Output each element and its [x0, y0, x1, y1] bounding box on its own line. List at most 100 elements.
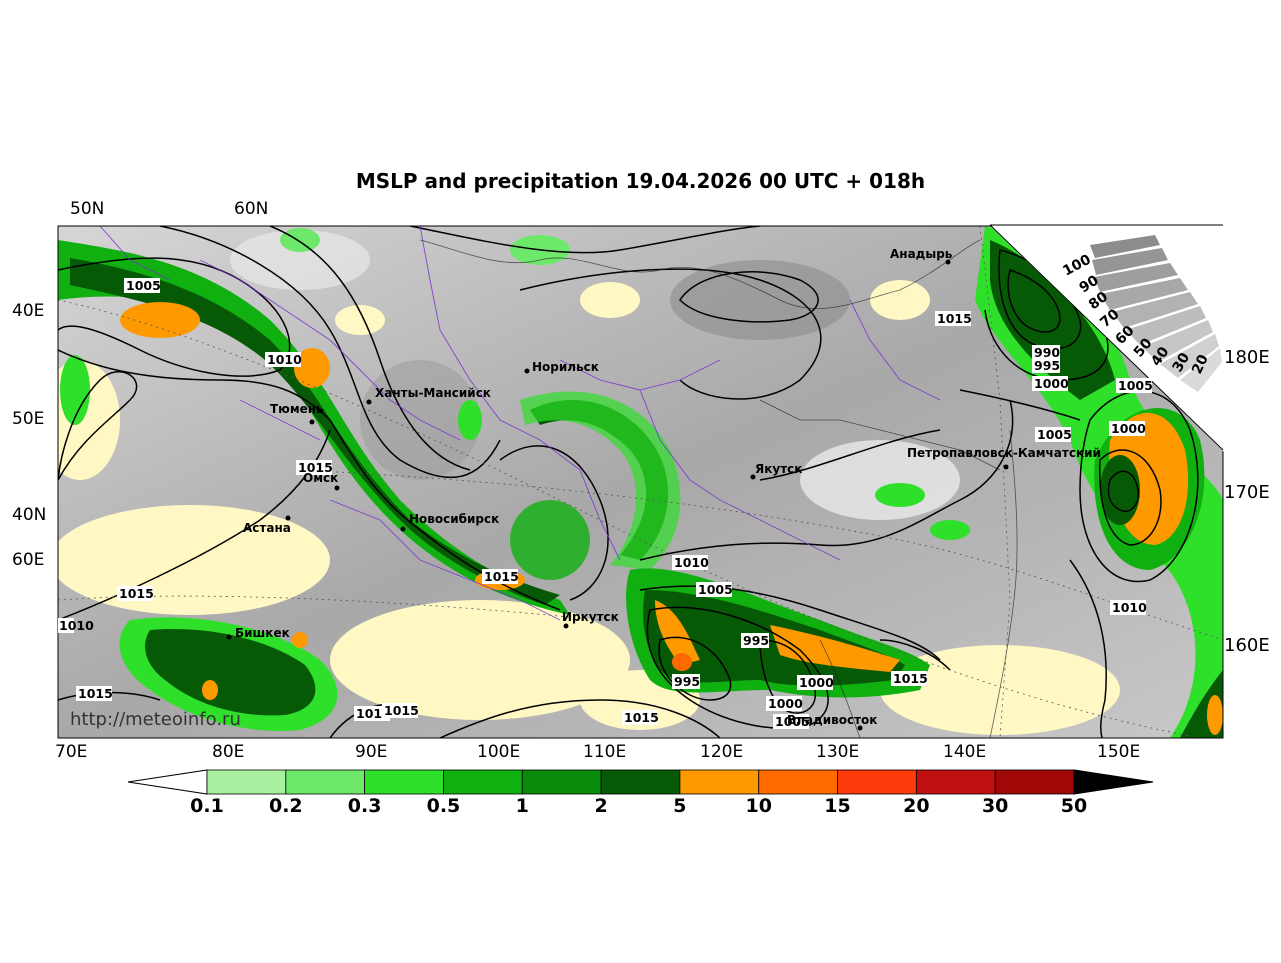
- lon-label: 140E: [943, 742, 987, 762]
- isobar-label: 1005: [775, 714, 810, 729]
- chart-title: MSLP and precipitation 19.04.2026 00 UTC…: [355, 169, 926, 193]
- city-marker: [857, 725, 863, 731]
- precip-area: [510, 500, 590, 580]
- precip-heavy: [294, 348, 330, 388]
- city-label: Анадырь: [890, 247, 953, 261]
- left-label: 50E: [12, 409, 45, 429]
- city-marker: [226, 634, 232, 640]
- right-label: 160E: [1224, 635, 1270, 656]
- svg-text:20: 20: [1189, 352, 1212, 377]
- colorbar-tick-label: 50: [1060, 795, 1088, 817]
- lon-label: 90E: [355, 742, 388, 762]
- city-marker: [366, 399, 372, 405]
- isobar-label: 1005: [698, 582, 733, 597]
- lon-label: 130E: [816, 742, 860, 762]
- isobars: [58, 226, 1199, 738]
- city-marker: [524, 368, 530, 374]
- lon-label: 120E: [700, 742, 744, 762]
- colorbar-tick-label: 0.3: [347, 795, 382, 817]
- colorbar-tick-label: 15: [824, 795, 851, 817]
- precip-heavy: [292, 632, 308, 648]
- isobar-label: 1005: [1118, 378, 1153, 393]
- precip-area: [1100, 455, 1140, 525]
- precip-area: [280, 228, 320, 252]
- credit-url: http://meteoinfo.ru: [70, 709, 241, 730]
- isobar-label: 1015: [937, 311, 972, 326]
- lon-label: 80E: [212, 742, 245, 762]
- isobar-label: 995: [1034, 358, 1060, 373]
- precip-area: [990, 240, 1115, 400]
- dry-area: [870, 280, 930, 320]
- city-marker: [309, 419, 315, 425]
- isobar-label: 990: [1034, 345, 1060, 360]
- city-marker: [750, 474, 756, 480]
- dry-area: [330, 600, 630, 720]
- precip-heavy: [1207, 695, 1223, 735]
- lon-label: 70E: [55, 742, 88, 762]
- gray-patch: [230, 230, 370, 290]
- isobar-label: 1015: [119, 586, 154, 601]
- city-label: Петропавловск-Камчатский: [907, 446, 1101, 460]
- isobar-label: 995: [674, 674, 700, 689]
- precip-area: [930, 520, 970, 540]
- dry-area: [880, 645, 1120, 735]
- isobar-label: 1015: [384, 703, 419, 718]
- dry-area: [580, 282, 640, 318]
- right-label: 170E: [1224, 482, 1270, 503]
- city-label: Ханты-Мансийск: [375, 386, 491, 400]
- isobar-labels: 1005 1010 1015 1015 1015 1010 1015 1015 …: [58, 278, 1153, 729]
- colorbar-tick-label: 0.2: [268, 795, 303, 817]
- city-label: Астана: [243, 521, 291, 535]
- isobar-label: 1015: [78, 686, 113, 701]
- frame-diagonal: [989, 224, 1224, 451]
- cities: Анадырь Норильск Ханты-Мансийск Тюмень О…: [226, 247, 1101, 731]
- precip-heavy: [120, 302, 200, 338]
- city-marker: [945, 259, 951, 265]
- city-label: Тюмень: [270, 402, 324, 416]
- precip-heavy: [672, 653, 692, 671]
- left-label: 60E: [12, 550, 45, 570]
- gridlines: [58, 226, 1223, 738]
- left-label: 40N: [12, 505, 47, 525]
- colorbar-tick-label: 5: [673, 795, 687, 817]
- left-label: 40E: [12, 301, 45, 321]
- lat-label-top: 60N: [234, 199, 269, 219]
- lon-label: 100E: [477, 742, 521, 762]
- city-marker: [1003, 464, 1009, 470]
- isobar-label: 1015: [484, 569, 519, 584]
- city-marker: [334, 485, 340, 491]
- colorbar-tick-label: 10: [745, 795, 772, 817]
- isobar-label: 1010: [267, 352, 302, 367]
- lon-label: 110E: [583, 742, 627, 762]
- city-label: Владивосток: [787, 713, 877, 727]
- isobar-label: 1015: [624, 710, 659, 725]
- isobar-label: 1010: [1112, 600, 1147, 615]
- lat-label-top: 50N: [70, 199, 105, 219]
- coastlines: [419, 239, 1018, 738]
- isobar-label: 1000: [1034, 376, 1069, 391]
- colorbar-tick-label: 1: [515, 795, 529, 817]
- polar-scale: [1090, 235, 1222, 392]
- colorbar-tick-label: 30: [981, 795, 1009, 817]
- precip-area: [458, 400, 482, 440]
- city-label: Бишкек: [235, 626, 290, 640]
- city-marker: [400, 526, 406, 532]
- city-label: Иркутск: [562, 610, 619, 624]
- colorbar-tick-label: 2: [594, 795, 608, 817]
- colorbar-tick-label: 0.5: [426, 795, 461, 817]
- map-frame: [57, 225, 1224, 739]
- precip-band: [520, 391, 681, 570]
- city-label: Якутск: [755, 462, 802, 476]
- isobar-label: 1015: [298, 460, 333, 475]
- map-field: [58, 226, 1223, 738]
- dry-area: [335, 305, 385, 335]
- precip-area: [875, 483, 925, 507]
- precip-area: [145, 629, 316, 716]
- city-label: Омск: [303, 471, 338, 485]
- city-label: Новосибирск: [409, 512, 499, 526]
- city-label: Норильск: [532, 360, 599, 374]
- isobar-label: 995: [743, 633, 769, 648]
- isobar-label: 1000: [799, 675, 834, 690]
- gray-patch: [670, 260, 850, 340]
